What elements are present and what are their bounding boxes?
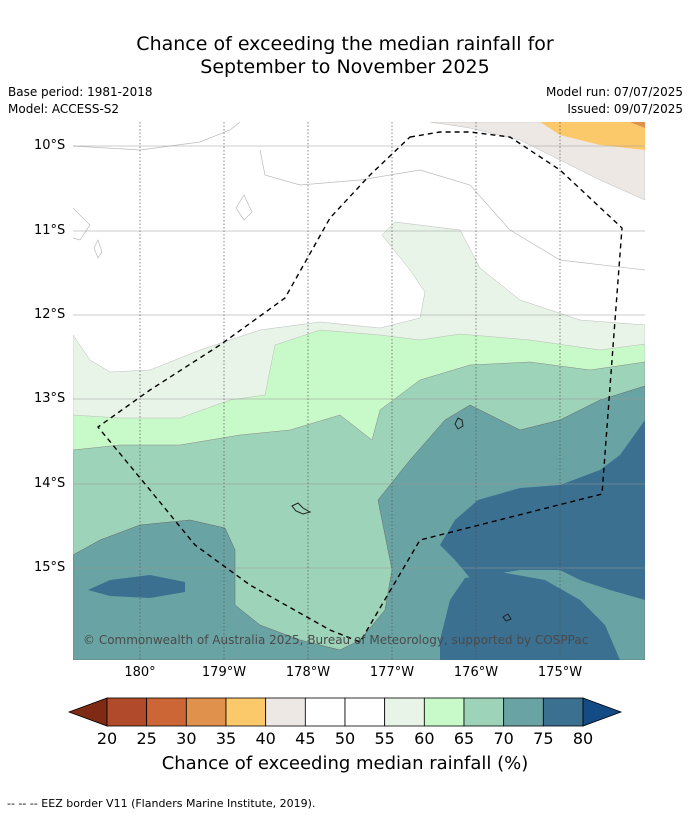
copyright-notice: © Commonwealth of Australia 2025, Bureau… xyxy=(83,633,589,647)
lat-label-14s: 14°S xyxy=(34,476,66,491)
eez-border xyxy=(96,131,623,643)
colorbar-tick-label: 25 xyxy=(136,729,157,748)
colorbar-bin xyxy=(265,697,306,727)
lon-label-177w: 177°W xyxy=(369,665,415,680)
colorbar-bin xyxy=(185,697,227,727)
colorbar-bin xyxy=(463,697,505,727)
lon-label-175w: 175°W xyxy=(537,665,583,680)
colorbar-bin xyxy=(225,697,267,727)
colorbar-tick-label: 20 xyxy=(96,729,118,748)
colorbar-bin xyxy=(146,697,187,727)
title-line-2: September to November 2025 xyxy=(200,56,490,78)
colorbar-tick-label: 30 xyxy=(176,729,197,748)
colorbar-under-arrow xyxy=(67,697,108,727)
lon-label-176w: 176°W xyxy=(453,665,499,680)
colorbar-bin xyxy=(423,697,465,727)
colorbar-tick-label: 35 xyxy=(215,729,237,748)
colorbar-bin xyxy=(542,697,584,727)
map-title: Chance of exceeding the median rainfall … xyxy=(0,33,690,79)
lon-label-180: 180° xyxy=(124,665,156,680)
issued-date: Issued: 09/07/2025 xyxy=(567,102,683,116)
colorbar-bin xyxy=(344,697,386,727)
colorbar-bin xyxy=(106,697,148,727)
colorbar-bin xyxy=(384,697,425,727)
colorbar-tick-label: 80 xyxy=(572,729,594,748)
lon-gridlines xyxy=(139,122,561,660)
lat-label-15s: 15°S xyxy=(34,560,66,575)
colorbar-tick-label: 45 xyxy=(295,729,316,748)
lat-label-11s: 11°S xyxy=(34,223,66,238)
colorbar-bin xyxy=(304,697,346,727)
title-line-1: Chance of exceeding the median rainfall … xyxy=(136,33,554,55)
model-run: Model run: 07/07/2025 xyxy=(545,85,683,99)
colorbar-over-arrow xyxy=(582,697,623,727)
colorbar-tick-label: 55 xyxy=(374,729,395,748)
colorbar-tick-label: 75 xyxy=(533,729,554,748)
model-name: Model: ACCESS-S2 xyxy=(8,102,120,116)
colorbar-tick-label: 70 xyxy=(493,729,514,748)
colorbar-tick-label: 50 xyxy=(334,729,356,748)
rainfall-contours xyxy=(73,122,645,660)
colorbar xyxy=(67,697,623,727)
colorbar-tick-label: 60 xyxy=(414,729,435,748)
colorbar-bin xyxy=(503,697,544,727)
lon-label-178w: 178°W xyxy=(285,665,331,680)
lon-label-179w: 179°W xyxy=(201,665,247,680)
eez-legend-footer: -- -- -- EEZ border V11 (Flanders Marine… xyxy=(7,797,316,810)
base-period: Base period: 1981-2018 xyxy=(8,85,153,99)
lat-label-12s: 12°S xyxy=(34,307,66,322)
lat-gridlines xyxy=(73,145,645,569)
meta-left: Base period: 1981-2018 Model: ACCESS-S2 xyxy=(8,84,153,118)
meta-right: Model run: 07/07/2025 Issued: 09/07/2025 xyxy=(546,84,683,118)
lat-label-10s: 10°S xyxy=(34,138,66,153)
lat-label-13s: 13°S xyxy=(34,391,66,406)
colorbar-label: Chance of exceeding median rainfall (%) xyxy=(161,753,529,774)
colorbar-tick-label: 40 xyxy=(255,729,276,748)
colorbar-tick-label: 65 xyxy=(453,729,475,748)
